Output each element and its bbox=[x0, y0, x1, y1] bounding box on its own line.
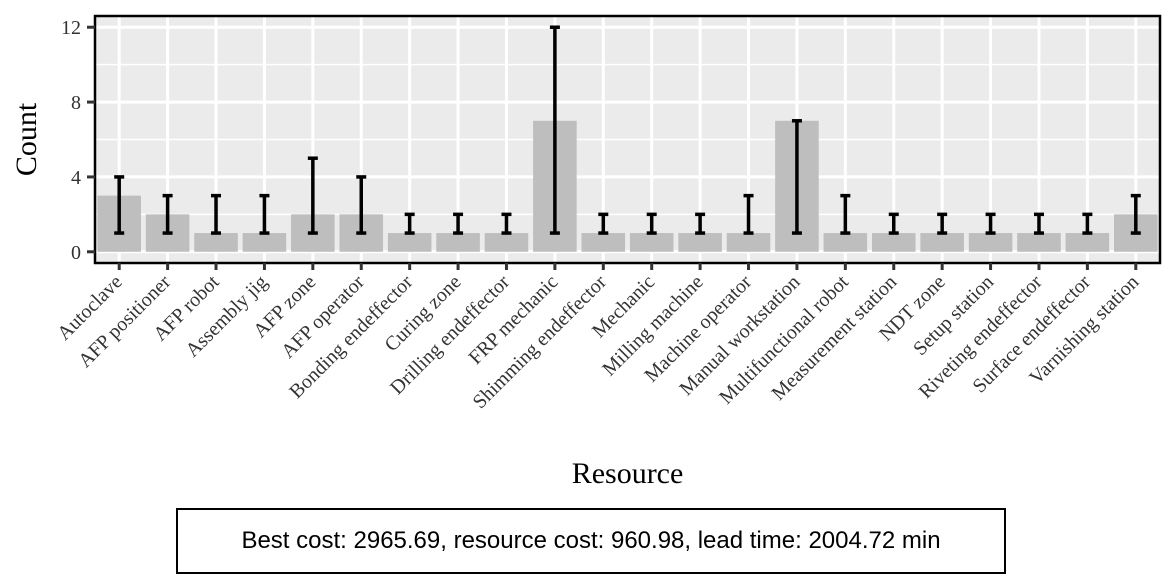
bar bbox=[194, 233, 238, 252]
bar bbox=[629, 233, 674, 252]
y-tick-label: 4 bbox=[71, 167, 81, 189]
y-tick-label: 8 bbox=[71, 92, 81, 114]
bar bbox=[242, 233, 287, 252]
bar bbox=[871, 233, 916, 252]
bar bbox=[678, 233, 722, 252]
summary-text: Best cost: 2965.69, resource cost: 960.9… bbox=[241, 527, 941, 554]
bar bbox=[823, 233, 868, 252]
bar bbox=[726, 233, 771, 252]
bar bbox=[436, 233, 480, 252]
bar bbox=[968, 233, 1013, 252]
summary-box: Best cost: 2965.69, resource cost: 960.9… bbox=[176, 508, 1006, 574]
bar bbox=[581, 233, 626, 252]
bar bbox=[920, 233, 964, 252]
y-axis-title: Count bbox=[10, 102, 43, 176]
x-axis-title: Resource bbox=[572, 457, 684, 490]
bar bbox=[1017, 233, 1061, 252]
y-tick-label: 0 bbox=[71, 242, 81, 264]
bar bbox=[1065, 233, 1110, 252]
y-tick-label: 12 bbox=[61, 17, 81, 39]
bar bbox=[484, 233, 529, 252]
plot-border bbox=[93, 14, 1162, 265]
bar bbox=[387, 233, 432, 252]
